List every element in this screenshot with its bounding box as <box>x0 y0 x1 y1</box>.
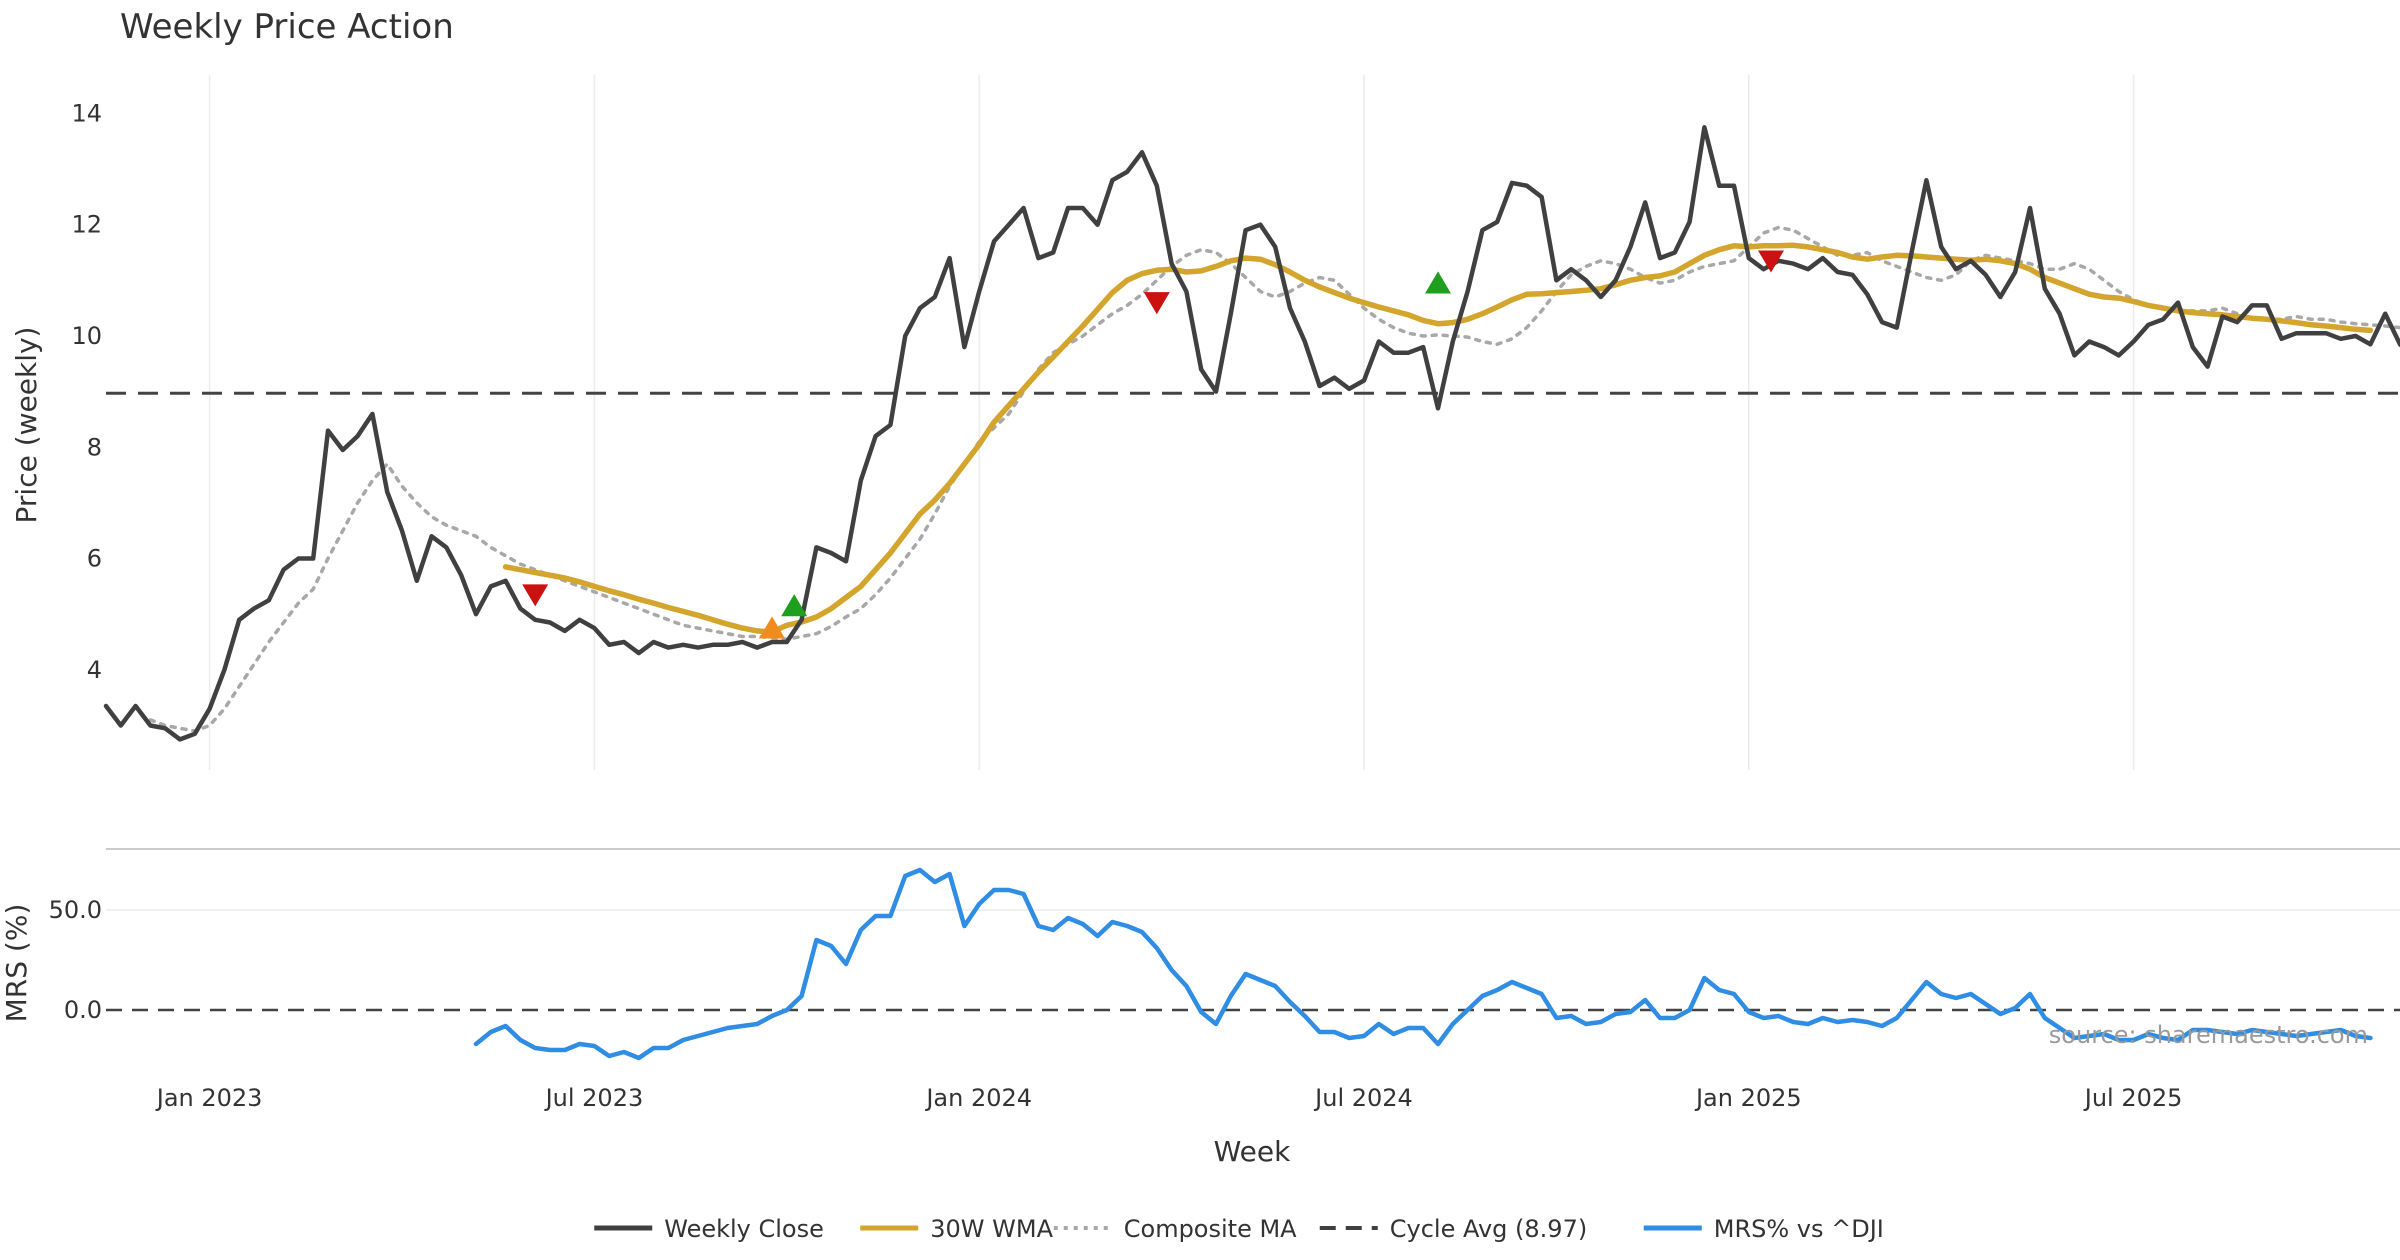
price-series-lines <box>103 125 2400 742</box>
price-panel: 4 6 8 10 12 14 Price (weekly) <box>10 75 2400 770</box>
x-tick-2: Jan 2024 <box>924 1084 1032 1112</box>
x-tick-1: Jul 2023 <box>544 1084 644 1112</box>
mrs-panel: 0.0 50.0 MRS (%) source: sharemaestro.com… <box>0 848 2400 1168</box>
legend-item-3: Cycle Avg (8.97) <box>1319 1215 1587 1243</box>
marker-buy-4 <box>1425 271 1451 294</box>
legend-item-0: Weekly Close <box>594 1215 824 1243</box>
x-tick-0: Jan 2023 <box>155 1084 263 1112</box>
mrs-y-tick-1: 50.0 <box>49 896 102 924</box>
price-y-tick-1: 6 <box>87 545 102 573</box>
marker-entry-1 <box>759 616 785 639</box>
x-axis-label: Week <box>1214 1135 1291 1168</box>
mrs-gridlines <box>106 909 2400 1012</box>
price-y-axis: 4 6 8 10 12 14 <box>71 99 102 683</box>
marker-buy-2 <box>781 594 808 617</box>
legend-label-4: MRS% vs ^DJI <box>1714 1215 1884 1243</box>
legend-item-4: MRS% vs ^DJI <box>1643 1215 1884 1243</box>
watermark: source: sharemaestro.com <box>2049 1021 2368 1049</box>
legend-label-3: Cycle Avg (8.97) <box>1390 1215 1587 1243</box>
series-composite-ma <box>148 225 2400 733</box>
chart-title: Weekly Price Action <box>120 7 454 47</box>
legend-label-2: Composite MA <box>1124 1215 1297 1243</box>
price-y-tick-3: 10 <box>71 322 102 350</box>
x-tick-5: Jul 2025 <box>2083 1084 2183 1112</box>
legend-item-1: 30W WMA <box>860 1215 1054 1243</box>
mrs-series-line <box>473 867 2373 1061</box>
marker-sell-5 <box>1758 250 1784 273</box>
price-y-tick-4: 12 <box>71 211 102 239</box>
mrs-y-tick-0: 0.0 <box>64 996 102 1024</box>
price-y-axis-label: Price (weekly) <box>10 327 43 524</box>
series-30w-wma <box>502 242 2374 635</box>
marker-sell-0 <box>522 584 549 607</box>
series-mrs-vs-dji <box>473 867 2373 1061</box>
mrs-y-axis-label: MRS (%) <box>0 904 33 1023</box>
mrs-y-axis: 0.0 50.0 <box>49 896 102 1024</box>
legend-label-0: Weekly Close <box>664 1215 824 1243</box>
x-tick-4: Jan 2025 <box>1694 1084 1802 1112</box>
series-weekly-close <box>103 125 2400 742</box>
x-axis: Jan 2023 Jul 2023 Jan 2024 Jul 2024 Jan 2025… <box>155 1084 2183 1112</box>
price-y-tick-2: 8 <box>87 433 102 461</box>
signal-markers <box>522 250 1784 639</box>
marker-sell-3 <box>1143 292 1170 315</box>
legend-item-2: Composite MA <box>1053 1215 1297 1243</box>
x-tick-3: Jul 2024 <box>1313 1084 1413 1112</box>
price-y-tick-5: 14 <box>71 99 102 127</box>
price-y-tick-0: 4 <box>87 656 102 684</box>
price-gridlines <box>208 75 2135 770</box>
legend-label-1: 30W WMA <box>930 1215 1053 1243</box>
legend: Weekly Close 30W WMA Composite MA Cycle Avg… <box>594 1215 1884 1243</box>
